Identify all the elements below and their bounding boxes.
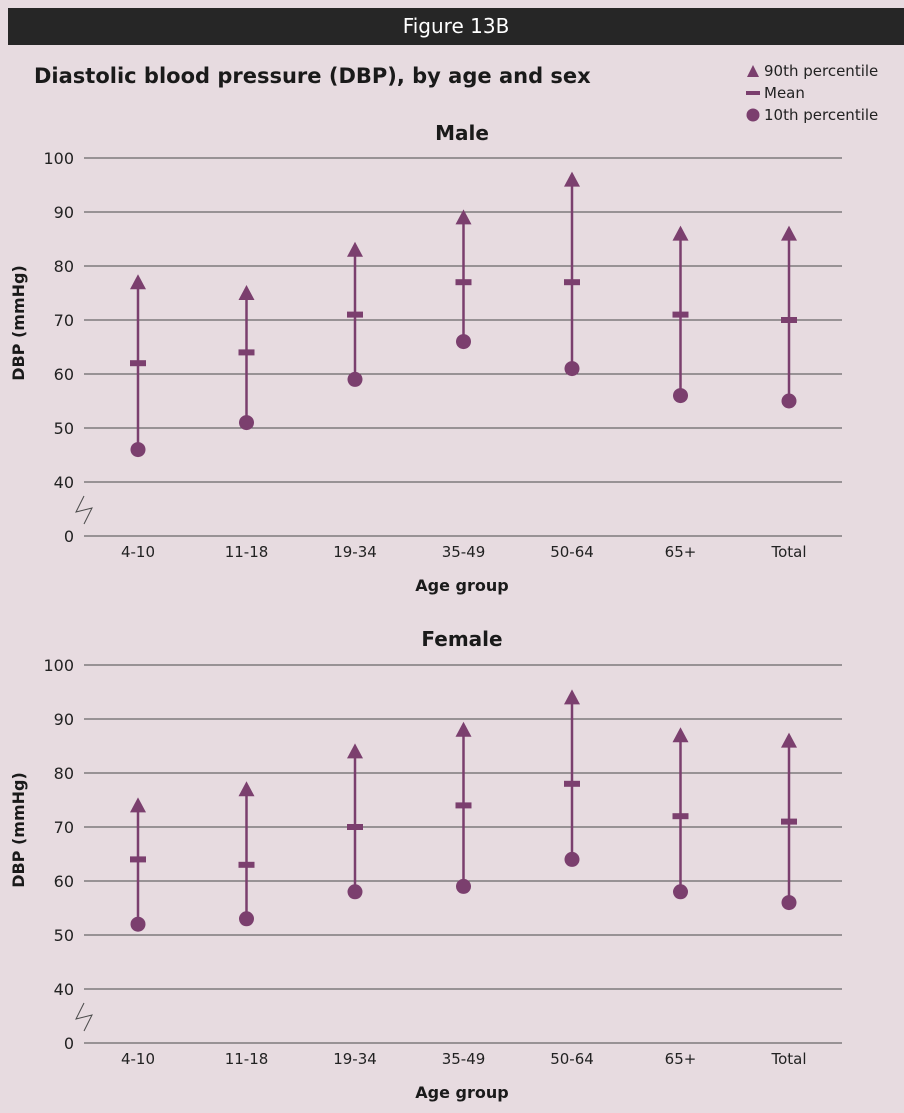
chart-panel-1: Female DBP (mmHg) 0 40 50 60 70 80 90 100 4-10 11-1…	[9, 627, 842, 1102]
figure-header: Figure 13B	[8, 8, 904, 45]
y-tick-label: 100	[43, 656, 74, 675]
point-10th-percentile	[456, 878, 471, 894]
y-tick-label: 60	[54, 872, 74, 891]
point-90th-percentile	[130, 274, 146, 290]
y-tick-label: 40	[54, 473, 74, 492]
point-90th-percentile	[347, 743, 363, 759]
x-tick-label: 65+	[665, 543, 697, 561]
y-axis-label: DBP (mmHg)	[9, 265, 28, 381]
point-90th-percentile	[130, 797, 146, 813]
point-90th-percentile	[347, 241, 363, 257]
y-tick-label: 90	[54, 203, 74, 222]
point-10th-percentile	[673, 884, 688, 900]
point-mean	[238, 349, 255, 356]
x-tick-label: 65+	[665, 1050, 697, 1068]
axis-break-mark	[75, 495, 93, 525]
point-mean	[455, 802, 472, 809]
point-mean	[564, 279, 580, 286]
point-10th-percentile	[673, 388, 688, 404]
point-mean	[347, 824, 363, 830]
point-90th-percentile	[564, 171, 580, 187]
point-10th-percentile	[564, 851, 580, 867]
x-axis-label: Age group	[415, 576, 508, 595]
point-90th-percentile	[781, 732, 797, 748]
y-tick-label: 70	[54, 311, 74, 330]
y-tick-label: 80	[54, 764, 74, 783]
point-90th-percentile	[781, 225, 797, 241]
legend-item-10th: 10th percentile	[746, 104, 904, 126]
x-tick-label: 11-18	[225, 1050, 269, 1068]
x-axis-label: Age group	[415, 1083, 508, 1102]
chart-title: Male	[435, 121, 489, 145]
figure-label: Figure 13B	[402, 14, 510, 38]
x-tick-label: 50-64	[550, 1050, 594, 1068]
point-mean	[672, 813, 689, 820]
x-tick-label: 11-18	[225, 543, 269, 561]
point-10th-percentile	[130, 916, 146, 932]
figure-title: Diastolic blood pressure (DBP), by age a…	[34, 64, 591, 88]
y-tick-label: 50	[54, 926, 74, 945]
legend-item-mean: Mean	[746, 82, 904, 104]
y-tick-label: 0	[64, 1034, 74, 1053]
x-tick-label: 19-34	[333, 1050, 377, 1068]
legend-label-90th: 90th percentile	[764, 62, 879, 80]
point-mean	[781, 317, 797, 323]
triangle-icon	[747, 65, 759, 77]
point-mean	[130, 856, 146, 863]
legend-label-10th: 10th percentile	[764, 106, 879, 124]
x-tick-label: 4-10	[121, 1050, 155, 1068]
point-90th-percentile	[455, 209, 472, 225]
dash-icon	[746, 91, 760, 95]
y-tick-label: 50	[54, 419, 74, 438]
point-10th-percentile	[564, 361, 580, 377]
point-90th-percentile	[564, 689, 580, 705]
point-mean	[672, 311, 689, 318]
chart-title: Female	[421, 627, 502, 651]
point-mean	[347, 311, 363, 318]
axis-break-mark	[75, 1002, 93, 1032]
point-10th-percentile	[456, 334, 471, 350]
point-90th-percentile	[238, 285, 255, 300]
y-axis-label: DBP (mmHg)	[9, 772, 28, 888]
y-tick-label: 70	[54, 818, 74, 837]
legend-item-90th: 90th percentile	[746, 60, 904, 82]
point-90th-percentile	[672, 727, 689, 743]
point-mean	[455, 279, 472, 286]
y-tick-label: 0	[64, 527, 74, 546]
point-90th-percentile	[455, 721, 472, 737]
x-tick-label: 4-10	[121, 543, 155, 561]
chart-panel-0: Male DBP (mmHg) 0 40 50 60 70 80 90 100 4-10 11-18 1…	[9, 121, 842, 595]
point-mean	[564, 780, 580, 787]
x-tick-label: 50-64	[550, 543, 594, 561]
point-10th-percentile	[347, 884, 363, 900]
x-tick-label: 19-34	[333, 543, 377, 561]
point-10th-percentile	[239, 911, 254, 927]
point-10th-percentile	[130, 442, 146, 458]
y-tick-label: 40	[54, 980, 74, 999]
point-mean	[130, 360, 146, 367]
x-tick-label: 35-49	[442, 543, 486, 561]
y-tick-label: 90	[54, 710, 74, 729]
point-10th-percentile	[781, 393, 797, 409]
y-tick-label: 80	[54, 257, 74, 276]
x-tick-label: Total	[770, 543, 806, 561]
circle-icon	[746, 108, 760, 122]
point-90th-percentile	[238, 781, 255, 797]
point-10th-percentile	[347, 371, 363, 387]
y-tick-label: 60	[54, 365, 74, 384]
point-10th-percentile	[781, 895, 797, 911]
y-tick-label: 100	[43, 149, 74, 168]
point-10th-percentile	[239, 415, 254, 431]
x-tick-label: Total	[770, 1050, 806, 1068]
point-90th-percentile	[672, 225, 689, 241]
x-tick-label: 35-49	[442, 1050, 486, 1068]
point-mean	[238, 861, 255, 868]
point-mean	[781, 818, 797, 825]
legend: 90th percentile Mean 10th percentile	[746, 60, 904, 126]
legend-label-mean: Mean	[764, 84, 805, 102]
